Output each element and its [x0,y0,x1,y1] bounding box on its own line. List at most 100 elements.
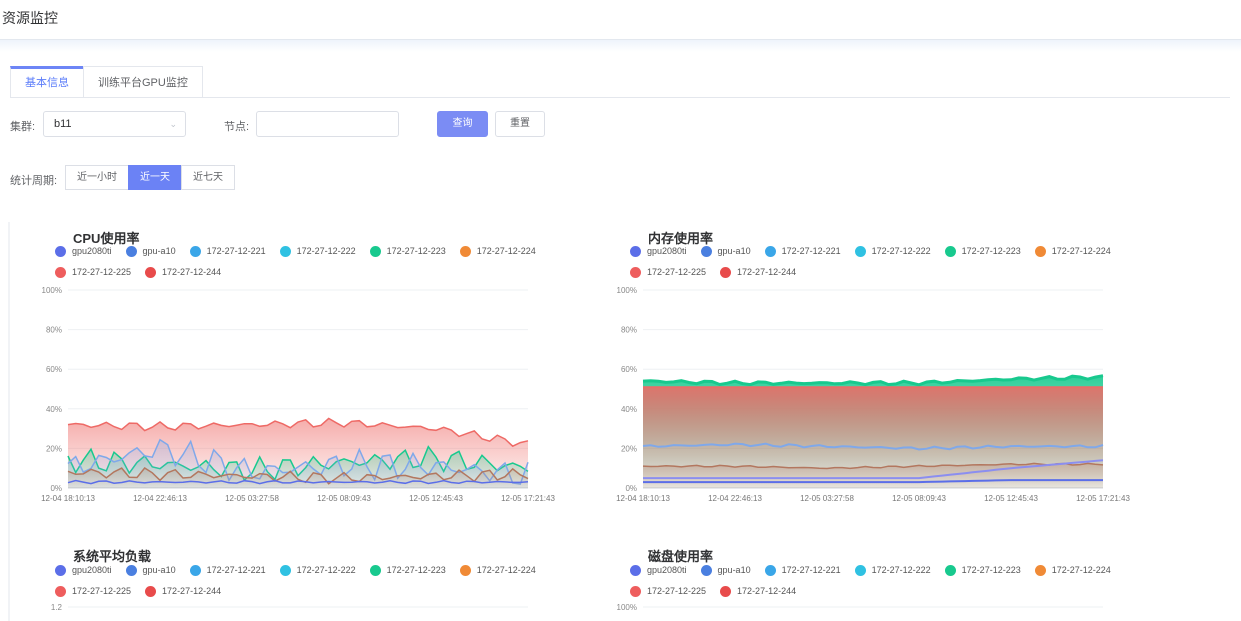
legend-item[interactable]: 172-27-12-221 [189,562,266,578]
x-tick-label: 12-05 17:21:43 [1076,494,1130,503]
x-tick-label: 12-04 18:10:13 [616,494,670,503]
legend-item[interactable]: gpu2080ti [55,243,112,259]
y-tick-label: 60% [621,365,637,374]
legend-item[interactable]: 172-27-12-221 [189,243,266,259]
legend-item[interactable]: 172-27-12-244 [145,264,221,280]
legend-item[interactable]: gpu-a10 [700,562,751,578]
y-tick-label: 20% [621,444,637,453]
tab-bar: 基本信息 训练平台GPU监控 [10,66,203,98]
legend-label: 172-27-12-223 [961,246,1021,256]
series-line [642,442,1104,451]
range-option-1d[interactable]: 近一天 [128,165,182,190]
range-label: 统计周期: [10,175,58,187]
range-option-1h[interactable]: 近一小时 [65,165,129,190]
cluster-label: 集群: [10,121,36,133]
series-area [643,387,1103,488]
series-area [68,468,528,488]
legend-item[interactable]: 172-27-12-244 [145,583,221,599]
memory-chart-legend: gpu2080ti gpu-a10 172-27-12-221 172-27-12-2… [630,243,1170,280]
series-line [67,467,529,485]
legend-item[interactable]: 172-27-12-224 [459,562,536,578]
legend-label: 172-27-12-244 [737,586,797,596]
legend-item[interactable]: gpu2080ti [630,243,687,259]
legend-dot [55,585,66,597]
legend-label: 172-27-12-222 [871,246,931,256]
legend-item[interactable]: gpu-a10 [125,562,176,578]
legend-dot [189,245,201,257]
y-tick-label: 60% [46,365,62,374]
legend-item[interactable]: 172-27-12-224 [1034,243,1111,259]
legend-dot [145,585,157,597]
legend-dot [125,564,137,576]
legend-item[interactable]: gpu-a10 [125,243,176,259]
legend-item[interactable]: gpu-a10 [700,243,751,259]
tab-gpu-monitor[interactable]: 训练平台GPU监控 [83,66,203,98]
legend-label: gpu-a10 [142,246,176,256]
legend-dot [459,245,471,257]
legend-item[interactable]: 172-27-12-224 [1034,562,1111,578]
x-tick-label: 12-05 03:27:58 [225,494,279,503]
legend-item[interactable]: 172-27-12-225 [630,583,706,599]
legend-item[interactable]: 172-27-12-222 [854,243,931,259]
series-line [643,459,1104,480]
legend-item[interactable]: gpu2080ti [55,562,112,578]
legend-label: gpu2080ti [72,246,112,256]
x-tick-label: 12-04 18:10:13 [41,494,95,503]
cpu-usage-chart: 100% 80% 60% 40% 20% 0%12-04 18:10:13 12-04 22… [41,286,555,503]
top-bar: 资源监控 [0,0,1241,40]
tab-basic-info[interactable]: 基本信息 [10,66,84,98]
legend-dot [630,564,641,576]
legend-item[interactable]: 172-27-12-244 [720,264,796,280]
memory-usage-chart: 100% 80% 60% 40% 20% 0%12-04 18:10:13 12-04 22… [616,286,1130,503]
legend-item[interactable]: 172-27-12-223 [369,562,446,578]
legend-dot [854,245,866,257]
legend-item[interactable]: 172-27-12-221 [764,562,841,578]
y-tick-label: 40% [621,405,637,414]
x-tick-label: 12-05 12:45:43 [984,494,1038,503]
legend-dot [125,245,137,257]
node-input[interactable] [256,111,399,137]
reset-button[interactable]: 重置 [495,111,545,137]
legend-item[interactable]: 172-27-12-244 [720,583,796,599]
x-tick-label: 12-05 03:27:58 [800,494,854,503]
query-button[interactable]: 查询 [437,111,488,137]
legend-item[interactable]: 172-27-12-221 [764,243,841,259]
legend-label: 172-27-12-221 [781,246,841,256]
series-line [67,438,529,485]
legend-item[interactable]: 172-27-12-222 [279,243,356,259]
y-tick-label: 1.2 [51,603,63,612]
node-label: 节点: [224,121,250,133]
legend-dot [854,564,866,576]
legend-item[interactable]: 172-27-12-223 [369,243,446,259]
legend-item[interactable]: 172-27-12-223 [944,243,1021,259]
range-button-group: 近一小时 近一天 近七天 [65,165,235,190]
cpu-chart-title: CPU使用率 [73,231,140,246]
legend-item[interactable]: 172-27-12-225 [630,264,706,280]
legend-dot [189,564,201,576]
legend-label: 172-27-12-223 [386,565,446,575]
legend-label: 172-27-12-244 [162,267,222,277]
legend-item[interactable]: 172-27-12-222 [279,562,356,578]
cpu-chart-legend: gpu2080ti gpu-a10 172-27-12-221 172-27-12-2… [55,243,595,280]
x-tick-label: 12-05 17:21:43 [501,494,555,503]
legend-item[interactable]: 172-27-12-224 [459,243,536,259]
legend-dot [764,245,776,257]
disk-usage-chart: 100% [617,603,1103,612]
legend-label: 172-27-12-244 [162,586,222,596]
legend-item[interactable]: 172-27-12-225 [55,264,131,280]
legend-label: 172-27-12-225 [647,586,707,596]
legend-label: 172-27-12-221 [781,565,841,575]
legend-dot [55,266,66,278]
x-tick-label: 12-05 08:09:43 [892,494,946,503]
legend-item[interactable]: gpu2080ti [630,562,687,578]
legend-item[interactable]: 172-27-12-222 [854,562,931,578]
cluster-select[interactable]: b11 ⌄ [43,111,186,137]
legend-label: 172-27-12-225 [647,267,707,277]
legend-item[interactable]: 172-27-12-223 [944,562,1021,578]
y-tick-label: 0% [50,484,62,493]
legend-item[interactable]: 172-27-12-225 [55,583,131,599]
x-tick-label: 12-05 12:45:43 [409,494,463,503]
y-tick-label: 20% [46,444,62,453]
range-option-7d[interactable]: 近七天 [181,165,235,190]
legend-label: 172-27-12-244 [737,267,797,277]
